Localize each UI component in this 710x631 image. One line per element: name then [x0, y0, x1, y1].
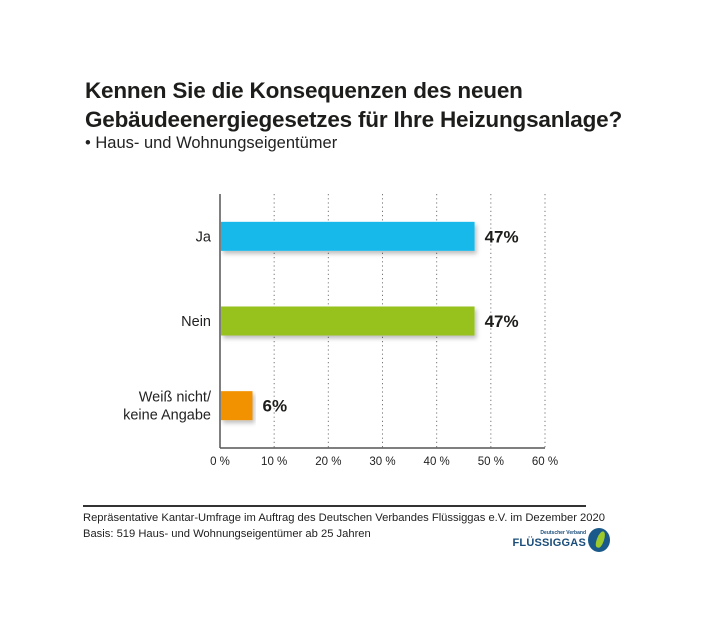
x-tick-label: 50 %	[478, 456, 504, 468]
chart-subtitle: • Haus- und Wohnungseigentümer	[85, 134, 338, 152]
data-label: 47%	[485, 312, 519, 331]
category-label: keine Angabe	[123, 408, 211, 424]
footer-source: Repräsentative Kantar-Umfrage im Auftrag…	[83, 512, 605, 524]
dvfg-logo: Deutscher Verband FLÜSSIGGAS	[512, 527, 610, 555]
chart-title: Kennen Sie die Konsequenzen des neuen Ge…	[85, 76, 622, 134]
bar	[221, 221, 475, 251]
data-label: 47%	[485, 227, 519, 246]
footer-divider	[83, 505, 586, 507]
chart-title-line2: Gebäudeenergiegesetzes für Ihre Heizungs…	[85, 107, 623, 132]
x-tick-label: 30 %	[369, 456, 395, 468]
category-label: Weiß nicht/	[139, 390, 212, 406]
x-tick-label: 40 %	[424, 456, 450, 468]
x-tick-label: 0 %	[210, 456, 230, 468]
category-label: Ja	[196, 229, 212, 245]
bar-chart: 0 % 10 % 20 % 30 % 40 % 50 % 60 % 47% Ja 47% Nein 6…	[123, 194, 558, 468]
x-tick-label: 20 %	[315, 456, 341, 468]
logo-name: FLÜSSIGGAS	[512, 537, 586, 549]
chart-title-line1: Kennen Sie die Konsequenzen des neuen	[85, 78, 523, 103]
x-tick-label: 60 %	[532, 456, 558, 468]
data-label: 6%	[263, 397, 288, 416]
bar	[221, 306, 475, 336]
flame-drop-icon	[588, 528, 610, 552]
x-tick-label: 10 %	[261, 456, 287, 468]
logo-subtitle: Deutscher Verband	[540, 530, 586, 536]
bar	[221, 391, 253, 421]
footer-basis: Basis: 519 Haus- und Wohnungseigentümer …	[83, 528, 371, 540]
category-label: Nein	[181, 314, 211, 330]
